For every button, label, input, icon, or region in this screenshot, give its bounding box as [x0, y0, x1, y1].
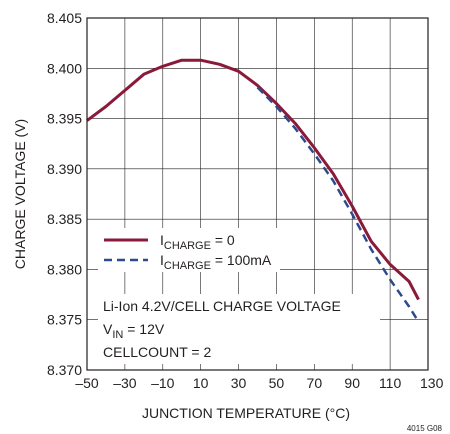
series-line-i-charge-0	[86, 58, 420, 301]
legend-background	[98, 228, 280, 272]
figure-id: 4015 G08	[407, 424, 443, 433]
y-tick-label: 8.385	[47, 211, 82, 227]
y-tick-label: 8.375	[47, 312, 82, 328]
y-tick-label: 8.395	[47, 111, 82, 127]
x-tick-label: 50	[269, 375, 285, 391]
x-tick-label: –30	[113, 375, 137, 391]
x-axis-title: JUNCTION TEMPERATURE (°C)	[142, 405, 350, 421]
x-tick-label: 70	[307, 375, 323, 391]
x-tick-label: 110	[379, 375, 402, 391]
series-lines	[86, 58, 420, 323]
x-tick-label: 30	[231, 375, 247, 391]
y-tick-label: 8.405	[47, 10, 82, 26]
y-tick-labels: 8.370 8.375 8.380 8.385 8.390 8.395 8.400 8.405	[47, 10, 82, 378]
x-tick-label: 10	[193, 375, 209, 391]
legend-label-i-charge-0: ICHARGE = 0	[160, 232, 235, 252]
y-tick-label: 8.380	[47, 261, 82, 277]
annotation-line-2: VIN = 12V	[103, 321, 165, 341]
x-tick-label: 90	[344, 375, 360, 391]
legend-label-i-charge-100ma: ICHARGE = 100mA	[160, 252, 272, 272]
y-tick-label: 8.390	[47, 161, 82, 177]
x-tick-labels: –50 –30 –10 10 30 50 70 90 110 130	[75, 375, 443, 391]
x-tick-label: –50	[75, 375, 99, 391]
y-tick-label: 8.370	[47, 362, 82, 378]
x-tick-label: 130	[420, 375, 444, 391]
legend: ICHARGE = 0 ICHARGE = 100mA	[104, 232, 272, 272]
plot-frame	[86, 17, 429, 371]
annotation-line-1: Li-Ion 4.2V/CELL CHARGE VOLTAGE	[103, 298, 341, 314]
annotation-line-3: CELLCOUNT = 2	[103, 344, 211, 360]
series-line-i-charge-100ma	[256, 86, 420, 323]
annotation-background	[98, 294, 380, 364]
y-axis-title: CHARGE VOLTAGE (V)	[12, 119, 28, 269]
grid	[87, 18, 428, 370]
y-tick-label: 8.400	[47, 60, 82, 76]
x-tick-label: –10	[151, 375, 175, 391]
